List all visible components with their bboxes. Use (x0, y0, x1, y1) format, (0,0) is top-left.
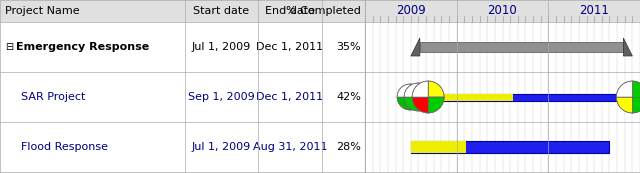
Bar (426, 93, 513, 101)
Bar (0, 72, 640, 122)
Text: 2010: 2010 (488, 4, 517, 17)
Text: Dec 1, 2011: Dec 1, 2011 (257, 42, 324, 52)
Bar (365, 0, 640, 22)
Text: 2009: 2009 (396, 4, 426, 17)
Bar (411, 141, 609, 153)
Polygon shape (411, 38, 420, 56)
Wedge shape (616, 81, 632, 97)
Wedge shape (404, 97, 418, 111)
Wedge shape (616, 97, 632, 113)
Text: 2011: 2011 (579, 4, 609, 17)
Bar (411, 141, 467, 153)
Text: Sep 1, 2009: Sep 1, 2009 (188, 92, 255, 102)
Bar (420, 42, 623, 52)
Wedge shape (397, 97, 410, 110)
Text: SAR Project: SAR Project (21, 92, 85, 102)
Wedge shape (397, 84, 410, 97)
Text: Aug 31, 2011: Aug 31, 2011 (253, 142, 327, 152)
Wedge shape (428, 97, 444, 113)
Bar (426, 93, 632, 101)
Bar (0, 122, 640, 172)
Wedge shape (412, 97, 428, 113)
Wedge shape (410, 97, 423, 110)
Text: Project Name: Project Name (5, 6, 79, 16)
Text: Emergency Response: Emergency Response (16, 42, 149, 52)
Text: ⊟: ⊟ (5, 42, 13, 52)
Text: Dec 1, 2011: Dec 1, 2011 (257, 92, 324, 102)
Text: Flood Response: Flood Response (21, 142, 108, 152)
Text: % Completed: % Completed (286, 6, 361, 16)
Text: Jul 1, 2009: Jul 1, 2009 (192, 142, 251, 152)
Text: Jul 1, 2009: Jul 1, 2009 (192, 42, 251, 52)
Wedge shape (418, 97, 432, 111)
Wedge shape (418, 83, 432, 97)
Text: 35%: 35% (337, 42, 361, 52)
Bar (0, 0, 365, 22)
Wedge shape (410, 84, 423, 97)
Wedge shape (632, 81, 640, 113)
Text: Start date: Start date (193, 6, 250, 16)
Text: 42%: 42% (336, 92, 361, 102)
Wedge shape (428, 81, 444, 97)
Text: 28%: 28% (336, 142, 361, 152)
Wedge shape (412, 81, 428, 97)
Bar (0, 22, 640, 72)
Polygon shape (623, 38, 632, 56)
Wedge shape (404, 83, 418, 97)
Text: End date: End date (265, 6, 315, 16)
